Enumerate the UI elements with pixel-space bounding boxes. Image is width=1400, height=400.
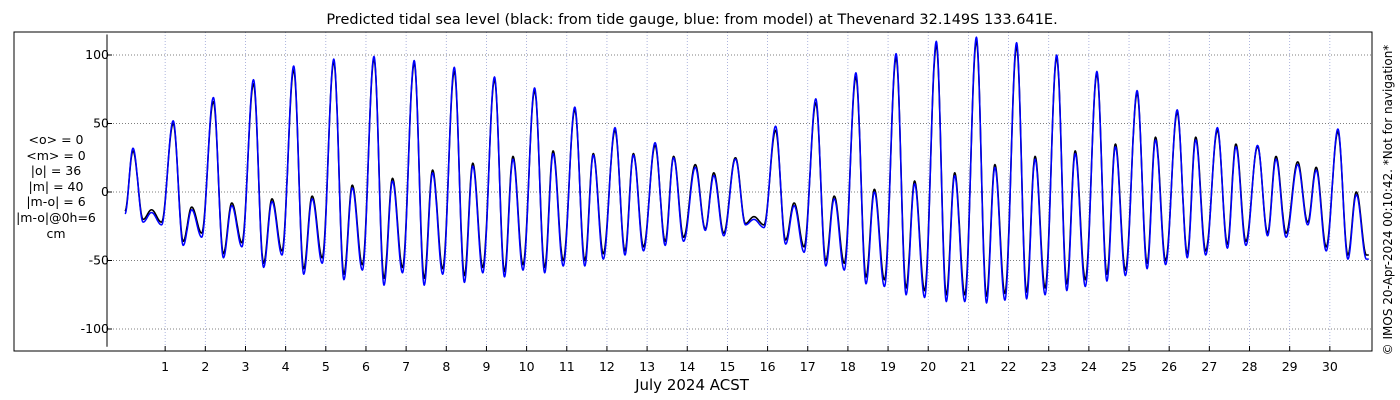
- chart-title: Predicted tidal sea level (black: from t…: [326, 12, 1057, 28]
- y-axis: -100 -50 0 50 100: [81, 34, 112, 347]
- series-line-model: [124, 36, 1370, 304]
- x-tick-label: 10: [519, 359, 535, 374]
- x-tick-label: 7: [402, 359, 410, 374]
- x-tick-label: 21: [960, 359, 976, 374]
- x-tick-label: 3: [242, 359, 250, 374]
- x-tick-label: 17: [800, 359, 816, 374]
- x-tick-label: 4: [282, 359, 290, 374]
- x-tick-label: 18: [840, 359, 856, 374]
- stat-mean-observed: <o> = 0: [28, 132, 84, 147]
- x-tick-label: 11: [559, 359, 575, 374]
- x-tick-label: 27: [1201, 359, 1217, 374]
- x-tick-label: 1: [161, 359, 169, 374]
- y-tick-label: -50: [89, 253, 109, 268]
- credit-text: © IMOS 20-Apr-2024 00:10:42. *Not for na…: [1381, 44, 1395, 356]
- x-tick-label: 13: [639, 359, 655, 374]
- stats-panel: <o> = 0 <m> = 0 |o| = 36 |m| = 40 |m-o| …: [0, 132, 112, 241]
- x-tick-label: 30: [1322, 359, 1338, 374]
- x-axis-label: July 2024 ACST: [634, 376, 750, 394]
- stat-abs-diff-0h: |m-o|@0h=6: [16, 209, 96, 225]
- stat-abs-model: |m| = 40: [28, 178, 84, 194]
- x-tick-label: 6: [362, 359, 370, 374]
- x-tick-label: 24: [1081, 359, 1097, 374]
- x-tick-label: 20: [920, 359, 936, 374]
- y-tick-label: 0: [101, 184, 109, 199]
- y-tick-label: -100: [81, 321, 109, 336]
- x-tick-label: 23: [1041, 359, 1057, 374]
- series-lines: [124, 36, 1370, 304]
- stat-units: cm: [46, 225, 66, 241]
- x-tick-label: 9: [482, 359, 490, 374]
- stat-abs-observed: |o| = 36: [30, 163, 82, 179]
- stat-mean-model: <m> = 0: [26, 147, 86, 163]
- x-tick-label: 16: [760, 359, 776, 374]
- plot-frame: [13, 31, 1373, 352]
- x-tick-label: 22: [1001, 359, 1017, 374]
- x-tick-label: 8: [442, 359, 450, 374]
- x-tick-label: 2: [201, 359, 209, 374]
- x-tick-label: 15: [719, 359, 735, 374]
- y-tick-label: 50: [93, 116, 109, 131]
- x-tick-label: 19: [880, 359, 896, 374]
- x-tick-label: 5: [322, 359, 330, 374]
- stat-abs-diff: |m-o| = 6: [26, 194, 86, 210]
- x-tick-label: 28: [1242, 359, 1258, 374]
- y-tick-label: 100: [85, 47, 109, 62]
- x-tick-label: 25: [1121, 359, 1137, 374]
- x-tick-label: 29: [1282, 359, 1298, 374]
- x-tick-label: 26: [1161, 359, 1177, 374]
- x-tick-label: 12: [599, 359, 615, 374]
- x-tick-label: 14: [679, 359, 695, 374]
- x-axis: 1 2 3 4 5 6 7 8 9 10 11 12 13 14 15 16 17 18 19 20 21 22 23 24 2…: [161, 346, 1338, 374]
